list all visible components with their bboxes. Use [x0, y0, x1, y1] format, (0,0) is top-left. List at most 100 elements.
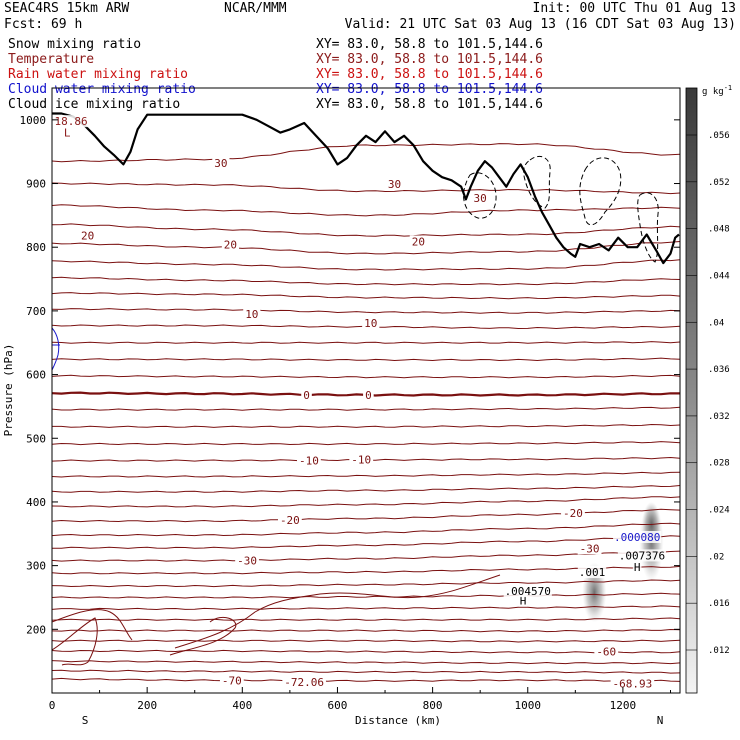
contour-label-bg — [561, 506, 585, 519]
contour-label: -72.06 — [284, 676, 324, 689]
annotation: H — [520, 595, 527, 608]
cloud-ice-contour — [463, 172, 497, 219]
contour-label-bg — [219, 674, 244, 687]
temperature-isotherm — [52, 579, 680, 588]
annotation-bg — [613, 530, 662, 543]
temperature-isotherm — [52, 535, 680, 549]
contour-label: 10 — [364, 317, 377, 330]
contour-label-bg — [610, 677, 655, 690]
annotation: L — [64, 127, 71, 140]
colorbar-tick-label: .056 — [708, 131, 730, 141]
temperature-isotherm — [52, 406, 680, 411]
contour-label-bg — [301, 388, 312, 401]
endpoint-left: S — [82, 714, 89, 727]
temperature-isotherm — [52, 241, 680, 255]
contour-label: 30 — [474, 192, 487, 205]
temperature-contours — [52, 143, 680, 682]
temperature-isotherm — [52, 660, 680, 665]
init-time: Init: 00 UTC Thu 01 Aug 13 — [533, 1, 737, 16]
header: SEAC4RS 15km ARW NCAR/MMM Init: 00 UTC T… — [4, 1, 736, 32]
contour-label-bg — [79, 229, 97, 242]
contour-label: 20 — [412, 235, 425, 248]
y-tick-label: 600 — [26, 369, 46, 382]
temperature-isotherm — [52, 508, 680, 523]
temperature-isotherm — [52, 628, 680, 633]
y-tick-label: 1000 — [20, 114, 47, 127]
temperature-isotherm-near-surface — [169, 616, 237, 656]
contour-label: 0 — [365, 389, 372, 402]
y-tick-label: 500 — [26, 432, 46, 445]
colorbar-tick-label: .016 — [708, 599, 730, 609]
contour-label-bg — [235, 554, 259, 567]
temperature-isotherm — [52, 423, 680, 428]
legend-label: Temperature — [8, 52, 94, 67]
y-tick-label: 700 — [26, 305, 46, 318]
legend-xy: XY= 83.0, 58.8 to 101.5,144.6 — [316, 67, 543, 82]
contour-label: 10 — [245, 308, 258, 321]
contour-label-bg — [385, 178, 404, 191]
contour-label-bg — [409, 235, 427, 248]
temperature-isotherm — [52, 308, 680, 314]
temperature-isotherm-near-surface — [52, 609, 133, 641]
annotation: .007376 — [619, 549, 665, 562]
temperature-isotherm — [52, 143, 680, 163]
contour-label-bg — [297, 454, 321, 467]
colorbar-tick-label: .048 — [708, 225, 730, 235]
center-name: NCAR/MMM — [224, 1, 287, 16]
legend-xy: XY= 83.0, 58.8 to 101.5,144.6 — [316, 97, 543, 112]
temperature-isotherm — [52, 341, 680, 344]
cloud-ice-contour — [523, 156, 551, 209]
annotation-bg — [503, 585, 552, 598]
contour-label-bg — [212, 157, 230, 170]
annotation-bg — [53, 115, 89, 128]
terrain-line — [52, 112, 680, 265]
terrain — [52, 112, 680, 265]
contour-label: -20 — [563, 507, 583, 520]
x-axis: 0 200 400 600 800 1000 1200 — [49, 687, 671, 712]
contour-labels: -70 -72.06 -68.93 -60 -30 -20 -20 -10 -10 0 0 10 10 2… — [79, 157, 655, 690]
colorbar-tick-label: .04 — [708, 318, 724, 328]
temperature-isotherm — [52, 565, 680, 575]
y-tick-label: 200 — [26, 623, 46, 636]
temperature-isotherm — [52, 223, 680, 237]
contour-label-bg — [277, 513, 302, 526]
contour-label-bg — [282, 676, 326, 689]
legend-xy: XY= 83.0, 58.8 to 101.5,144.6 — [316, 37, 543, 52]
temperature-isotherm — [52, 605, 680, 611]
endpoint-right: N — [657, 714, 664, 727]
forecast-hour: Fcst: 69 h — [4, 17, 82, 32]
temperature-isotherm — [52, 669, 680, 674]
colorbar-unit: g kg-1 — [702, 84, 732, 97]
colorbar-tick-label: .052 — [708, 178, 730, 188]
contour-label: -10 — [351, 453, 371, 466]
contour-label: -30 — [237, 555, 257, 568]
colorbar-scale — [685, 87, 698, 694]
legend-label: Cloud ice mixing ratio — [8, 97, 180, 112]
contour-label: 20 — [224, 239, 237, 252]
temperature-isotherm — [52, 357, 680, 362]
annotation: .000080 — [614, 531, 660, 544]
temperature-isotherm — [52, 292, 680, 300]
temperature-isotherm — [52, 649, 680, 654]
legend-label: Snow mixing ratio — [8, 37, 141, 52]
temperature-isotherm — [52, 485, 680, 493]
contour-label: -70 — [222, 674, 242, 687]
contour-label: -10 — [299, 455, 319, 468]
valid-time: Valid: 21 UTC Sat 03 Aug 13 (16 CDT Sat … — [345, 17, 736, 32]
cloud-water-contour — [52, 327, 60, 371]
contour-label: 20 — [81, 230, 94, 243]
contour-label: -30 — [580, 542, 600, 555]
contour-label: -68.93 — [613, 677, 653, 690]
y-tick-label: 800 — [26, 241, 46, 254]
temperature-isotherm — [52, 182, 680, 195]
y-tick-label: 300 — [26, 560, 46, 573]
temperature-isotherm — [52, 471, 680, 478]
x-tick-label: 400 — [232, 699, 252, 712]
contour-label-bg — [349, 453, 374, 466]
temperature-isotherm — [52, 592, 680, 599]
temperature-isotherm — [52, 441, 680, 446]
contour-label-bg — [362, 316, 380, 329]
contour-label: 30 — [214, 157, 227, 170]
